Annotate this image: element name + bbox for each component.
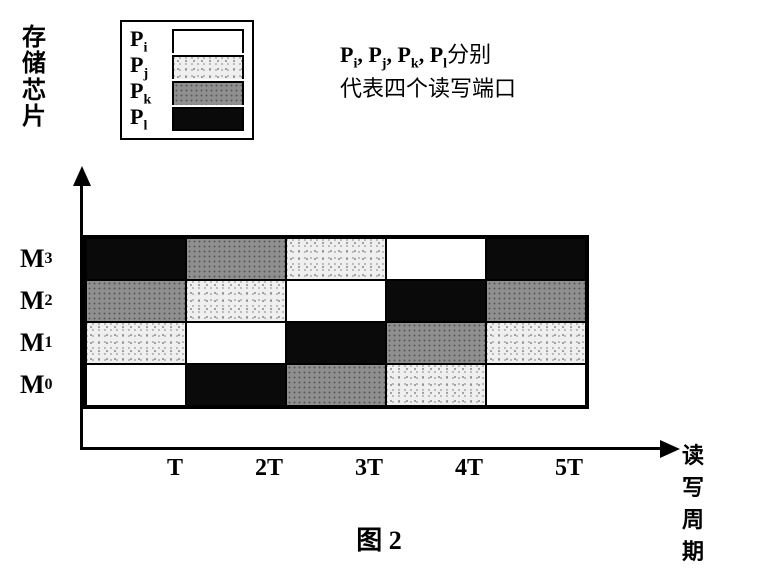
legend-swatch	[172, 81, 244, 105]
figure-caption: 图 2	[20, 520, 738, 557]
legend-item: Pl	[130, 106, 244, 132]
y-axis-char: 芯	[20, 78, 48, 104]
x-tick: T	[83, 455, 183, 482]
grid-row	[86, 280, 586, 322]
grid-cell	[486, 280, 586, 322]
x-tick: 4T	[383, 455, 483, 482]
row-labels: M3M2M1M0	[20, 238, 53, 406]
row-label: M1	[20, 322, 53, 364]
legend-ports: Pi, Pj, Pk, Pl	[340, 42, 447, 67]
legend-caption-line2: 代表四个读写端口	[340, 74, 516, 105]
x-tick: 2T	[183, 455, 283, 482]
grid-cell	[286, 364, 386, 406]
grid-cell	[86, 364, 186, 406]
grid-row	[86, 364, 586, 406]
x-tick: 3T	[283, 455, 383, 482]
grid	[83, 235, 589, 409]
legend-swatch	[172, 29, 244, 53]
x-ticks: T2T3T4T5T	[83, 455, 583, 482]
chart-area: M3M2M1M0 T2T3T4T5T 读写周期	[80, 180, 700, 480]
legend-caption: Pi, Pj, Pk, Pl分别 代表四个读写端口	[340, 40, 516, 105]
grid-cell	[386, 364, 486, 406]
y-axis-char: 储	[20, 51, 48, 77]
grid-cell	[386, 322, 486, 364]
y-axis-arrow	[73, 166, 91, 186]
legend-swatch	[172, 55, 244, 79]
grid-cell	[486, 364, 586, 406]
row-label: M0	[20, 364, 53, 406]
legend: PiPjPkPl	[120, 20, 254, 140]
grid-cell	[286, 322, 386, 364]
y-axis-char: 片	[20, 104, 48, 130]
grid-cell	[386, 238, 486, 280]
grid-cell	[186, 322, 286, 364]
grid-cell	[186, 238, 286, 280]
figure-container: 存 储 芯 片 PiPjPkPl Pi, Pj, Pk, Pl分别 代表四个读写…	[20, 20, 738, 565]
row-label: M2	[20, 280, 53, 322]
grid-cell	[286, 280, 386, 322]
grid-cell	[86, 238, 186, 280]
grid-cell	[86, 280, 186, 322]
grid-cell	[486, 322, 586, 364]
row-label: M3	[20, 238, 53, 280]
y-axis-label: 存 储 芯 片	[20, 25, 48, 131]
legend-item: Pi	[130, 28, 244, 54]
grid-row	[86, 238, 586, 280]
grid-cell	[286, 238, 386, 280]
legend-item: Pj	[130, 54, 244, 80]
legend-swatch	[172, 107, 244, 131]
grid-cell	[86, 322, 186, 364]
legend-item: Pk	[130, 80, 244, 106]
legend-item-label: Pl	[130, 104, 172, 134]
grid-row	[86, 322, 586, 364]
legend-caption-suffix: 分别	[447, 42, 491, 67]
y-axis-char: 存	[20, 25, 48, 51]
grid-cell	[486, 238, 586, 280]
grid-cell	[386, 280, 486, 322]
grid-cell	[186, 364, 286, 406]
x-axis-arrow	[660, 440, 680, 458]
x-axis-line	[80, 447, 665, 450]
grid-cell	[186, 280, 286, 322]
x-tick: 5T	[483, 455, 583, 482]
